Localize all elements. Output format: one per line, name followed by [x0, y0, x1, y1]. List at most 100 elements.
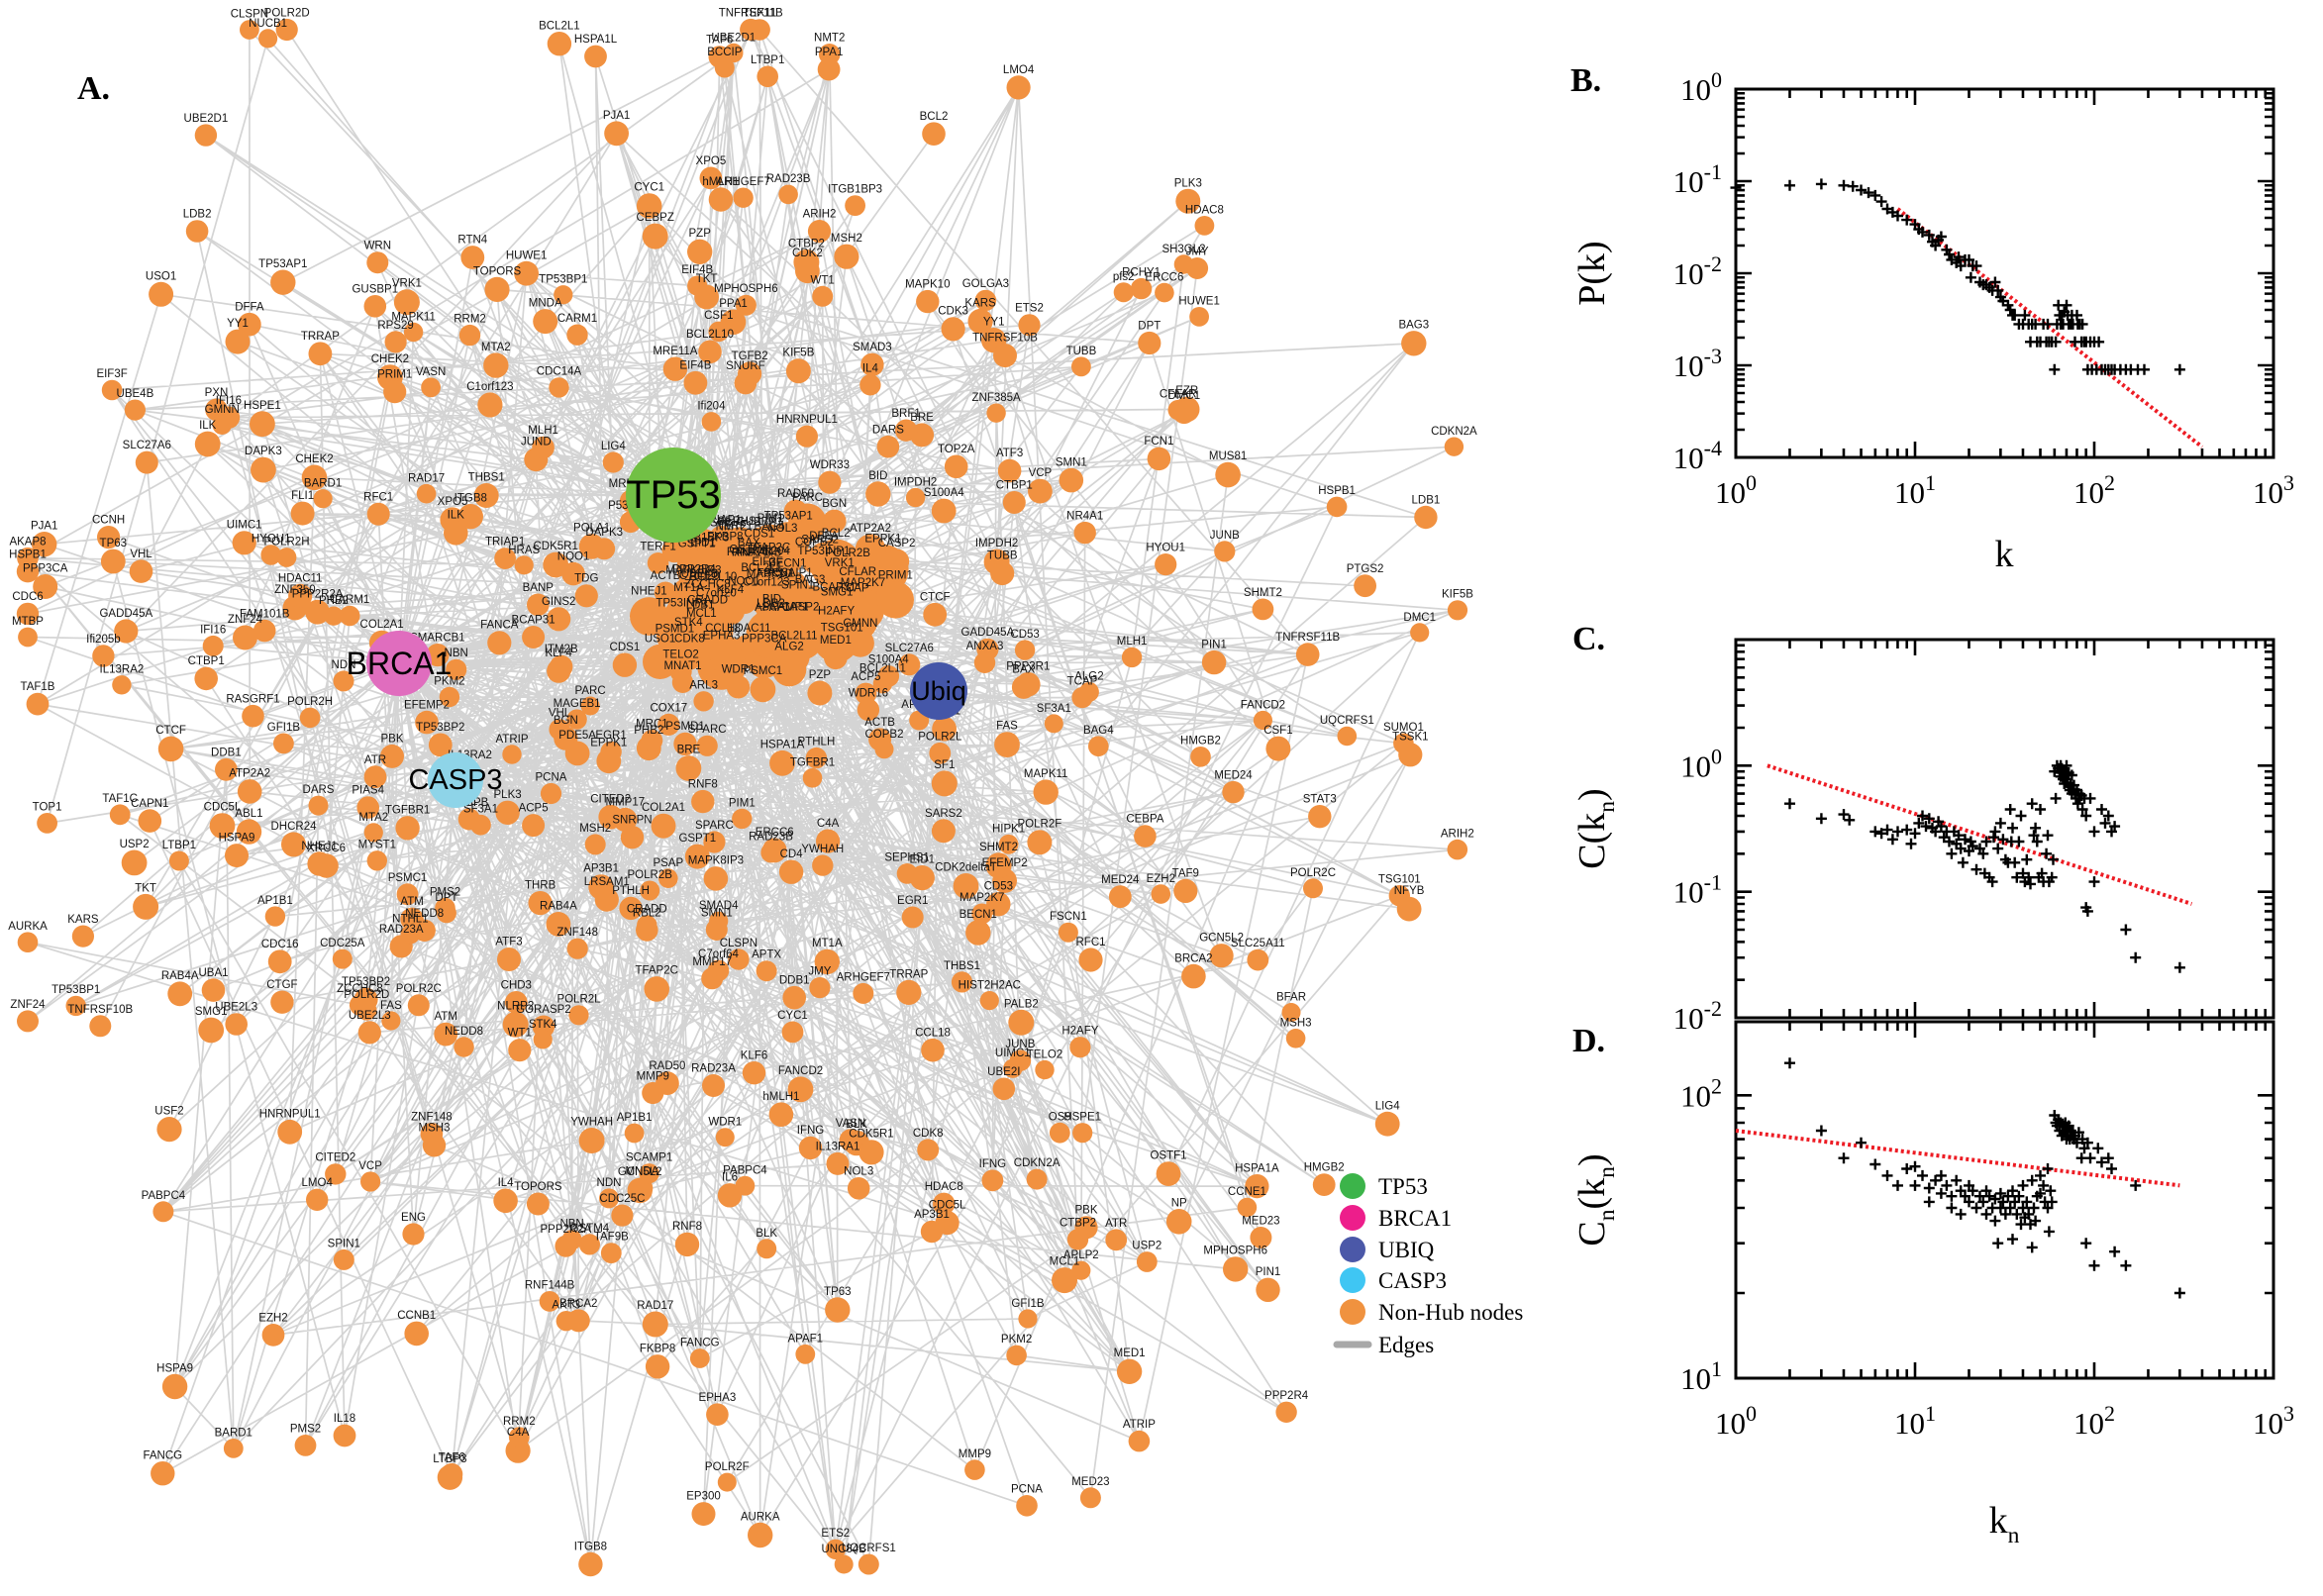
network-panel: MAPK10 EPPK1 USO1 GSPT1 UBE4B FSCN1 DFFA PPP2R4…: [8, 7, 1477, 1577]
gene-label: HDAC11: [278, 572, 323, 584]
network-node: [415, 710, 439, 735]
gene-label: SHMT2: [979, 842, 1018, 853]
gene-label: HIST2H2AC: [959, 980, 1021, 992]
network-node: [252, 619, 276, 643]
scatter-points: [1784, 1057, 2185, 1299]
gene-label: C7orf20: [679, 570, 720, 582]
network-node: [487, 631, 512, 655]
network-node: [793, 249, 820, 275]
gene-label: ATM: [400, 896, 423, 908]
network-node: [71, 925, 94, 948]
gene-label: PRIM1: [377, 369, 412, 381]
gene-label: TP53AP1: [258, 258, 307, 270]
network-node: [502, 745, 522, 764]
network-node: [929, 742, 952, 764]
gene-label: CITED2: [315, 1152, 355, 1164]
gene-label: ERCC6: [1145, 271, 1183, 283]
x-axis-label: k: [1995, 534, 2014, 575]
network-node: [624, 1123, 645, 1144]
network-node: [566, 324, 588, 346]
gene-label: PKM2: [434, 675, 464, 687]
gene-label: TELO2: [1027, 1048, 1062, 1060]
gene-label: HSPA1A: [760, 739, 805, 750]
gene-label: BECN1: [960, 909, 997, 921]
gene-label: APAF1: [755, 602, 790, 614]
gene-label: ARIH2: [1441, 828, 1474, 840]
network-node: [547, 607, 571, 632]
network-node: [814, 948, 840, 975]
gene-label: HSPA9: [219, 833, 255, 845]
gene-label: VHL: [549, 708, 571, 720]
gene-label: NOL3: [767, 523, 797, 535]
network-node: [526, 1192, 550, 1216]
gene-label: LMO4: [1003, 64, 1035, 76]
gene-label: CTBP1: [188, 655, 225, 667]
gene-label: RTN4: [457, 235, 487, 247]
gene-label: BID: [868, 470, 887, 482]
gene-label: FANCA: [480, 620, 519, 632]
gene-label: PSAP: [653, 857, 683, 869]
gene-label: SF3A1: [463, 803, 498, 815]
gene-label: ILK: [199, 420, 217, 432]
network-node: [251, 456, 276, 483]
gene-label: RASGRF1: [226, 693, 279, 705]
network-node: [124, 399, 146, 421]
network-node: [795, 1344, 816, 1364]
network-node: [381, 1011, 401, 1031]
gene-label: CSF1: [704, 310, 733, 322]
network-node: [1237, 1197, 1258, 1218]
legend: TP53 BRCA1 UBIQ CASP3 Non-Hub nodes Edges: [1333, 1173, 1523, 1357]
gene-label: PLK3: [1174, 177, 1202, 189]
gene-label: EPPK1: [864, 533, 901, 545]
network-node: [420, 1123, 444, 1146]
gene-label: LDB1: [686, 600, 715, 612]
network-node: [805, 747, 828, 769]
gene-label: SPARC: [695, 820, 734, 832]
gene-label: MAPK11: [1024, 768, 1068, 780]
gene-label: JMY: [1186, 247, 1209, 258]
network-node: [802, 768, 823, 788]
gene-label: NOL3: [844, 1166, 873, 1178]
network-node: [403, 322, 424, 343]
y-tick-label: 10-1: [1673, 870, 1722, 910]
gene-label: PZP: [809, 669, 832, 681]
network-node: [798, 1136, 823, 1160]
gene-label: RFC1: [1075, 937, 1105, 948]
gene-label: GADD45A: [99, 608, 152, 620]
gene-label: PABPC4: [142, 1190, 186, 1202]
gene-label: CDK2deltaT: [935, 862, 997, 874]
gene-label: HIPK1: [992, 823, 1025, 835]
gene-label: PABPC4: [723, 1164, 767, 1176]
gene-label: YY1: [983, 317, 1005, 329]
gene-label: CD53: [1010, 629, 1039, 641]
gene-label: TOP2A: [938, 444, 975, 455]
gene-label: ATM: [434, 1011, 456, 1023]
network-node: [818, 44, 841, 65]
gene-label: NQO1: [557, 550, 590, 562]
gene-label: SHMT2: [1244, 587, 1282, 599]
network-node: [363, 295, 387, 318]
network-node: [307, 851, 332, 876]
gene-label: USP2: [1132, 1241, 1162, 1252]
gene-label: PJA1: [31, 521, 58, 533]
gene-label: RNF144B: [525, 1280, 575, 1292]
gene-label: PXN: [205, 387, 229, 399]
gene-label: ZNF24: [10, 999, 46, 1011]
gene-label: CDC25A: [320, 938, 365, 949]
gene-label: RNF8: [688, 778, 718, 790]
gene-label: C7orf20: [696, 588, 737, 600]
network-node: [979, 991, 999, 1011]
network-node: [564, 741, 590, 766]
network-node: [985, 852, 1012, 879]
gene-label: SMG1: [195, 1006, 228, 1018]
gene-label: TFAP2C: [748, 542, 790, 553]
network-node: [1105, 1229, 1128, 1251]
gene-label: PTGS2: [1347, 563, 1384, 575]
gene-label: SMN1: [1056, 456, 1087, 468]
gene-label: STK4: [674, 617, 703, 629]
gene-label: HMGB2: [1304, 1162, 1345, 1174]
gene-label: CTGF: [266, 979, 297, 991]
gene-label: ZNF148: [556, 927, 598, 939]
network-node: [746, 609, 796, 659]
gene-label: GFI1B: [267, 722, 301, 734]
